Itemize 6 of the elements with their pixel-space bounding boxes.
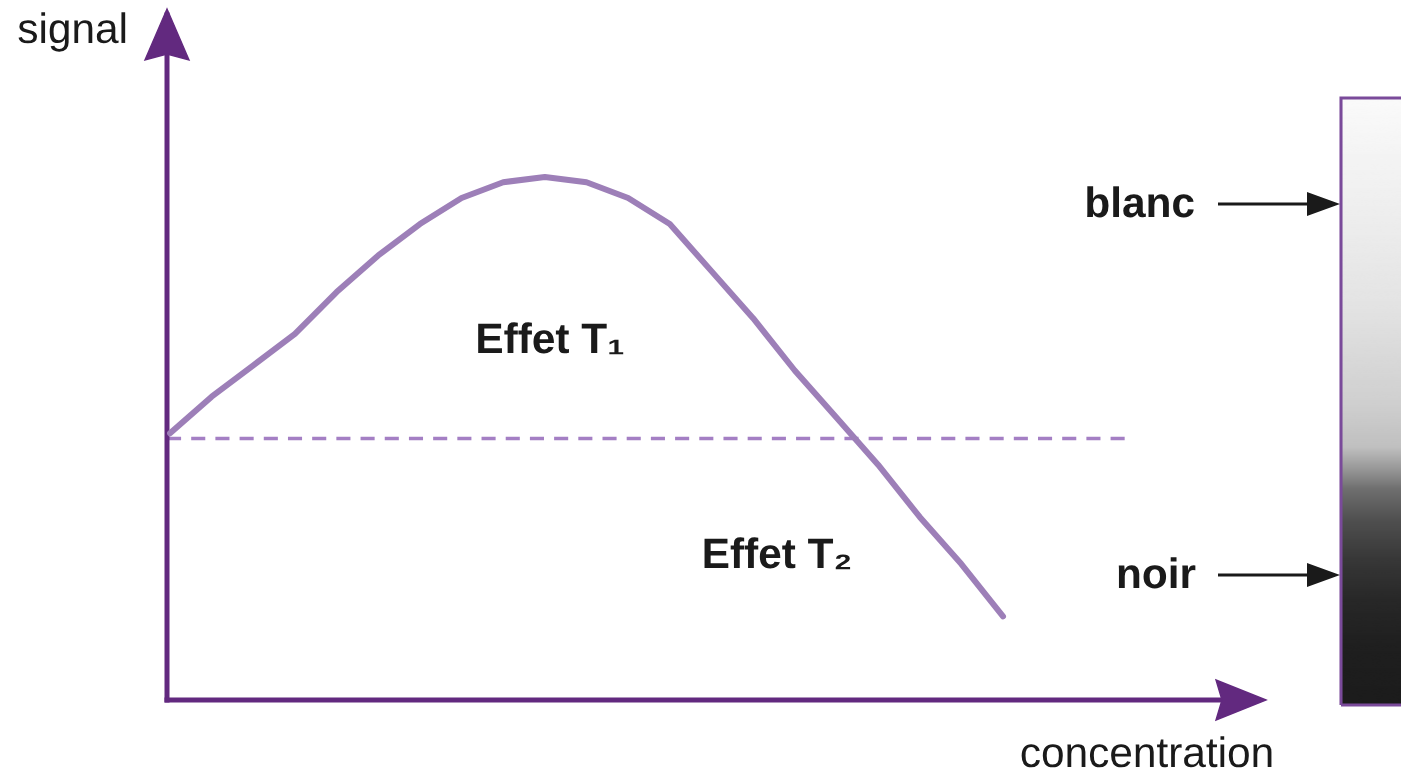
text: blanc [1087, 186, 1194, 218]
annotation: Effet T₁ [478, 322, 624, 355]
text: noir [1118, 557, 1196, 589]
y-axis-title: signal [18, 12, 126, 52]
x-axis-title: concentration [1021, 736, 1272, 768]
annotation: Effet T₂ [704, 537, 851, 570]
